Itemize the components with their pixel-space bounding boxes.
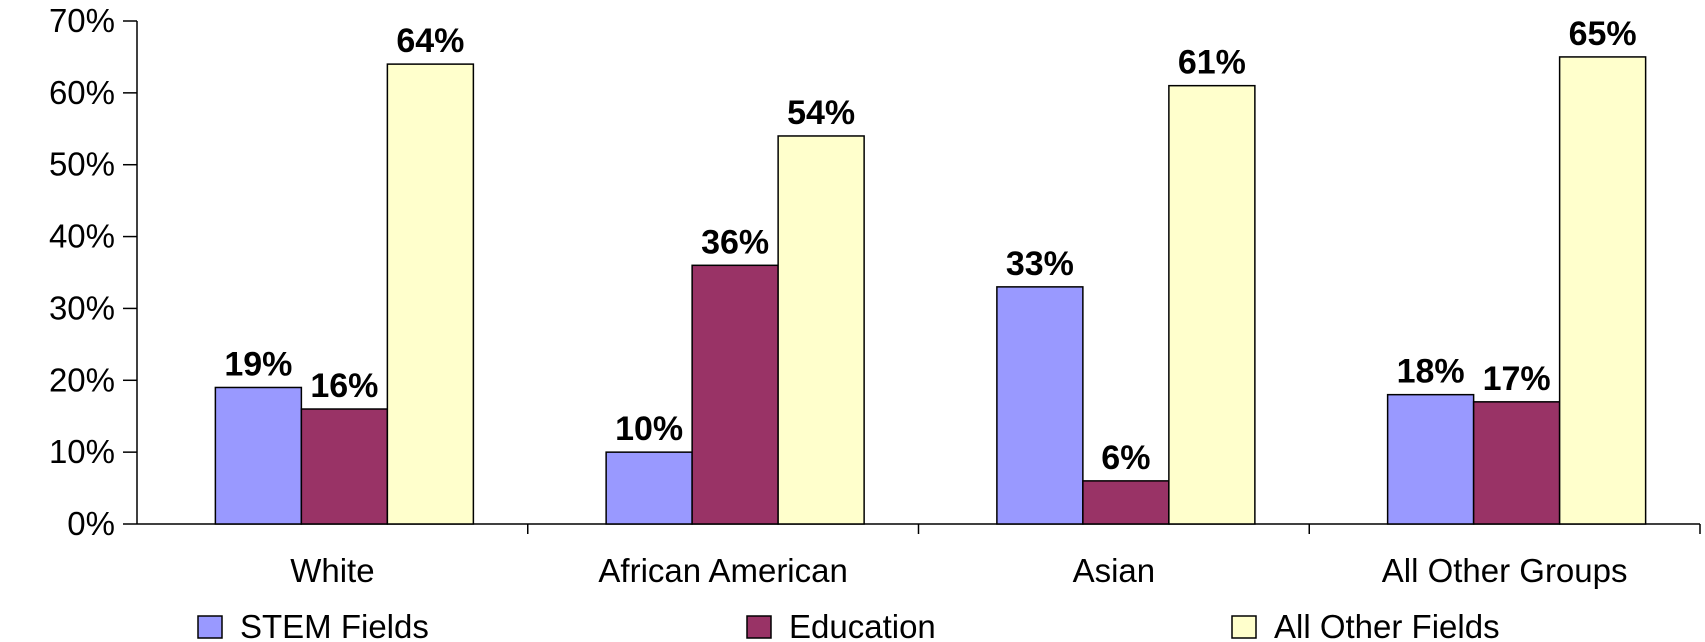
category-label: African American xyxy=(598,552,847,589)
bar-education xyxy=(691,264,779,525)
data-label: 10% xyxy=(615,410,683,448)
bar-education xyxy=(300,408,389,525)
bar-all-other-fields xyxy=(386,63,475,525)
bar-all-other-fields xyxy=(777,135,865,525)
bar-stem-fields xyxy=(214,386,303,525)
data-label: 18% xyxy=(1397,353,1465,391)
legend-label: All Other Fields xyxy=(1274,608,1500,642)
legend-label: STEM Fields xyxy=(240,608,429,642)
bar-education xyxy=(1472,401,1561,525)
data-label: 16% xyxy=(310,367,378,405)
data-label: 17% xyxy=(1483,360,1551,398)
data-label: 19% xyxy=(224,345,292,383)
bar-stem-fields xyxy=(605,451,693,525)
legend-swatch-stem-fields xyxy=(197,615,223,639)
bar-education xyxy=(1082,480,1170,525)
bar-stem-fields xyxy=(1386,393,1475,525)
data-label: 64% xyxy=(396,22,464,60)
y-tick-label: 0% xyxy=(67,505,115,542)
data-label: 6% xyxy=(1101,439,1150,477)
y-tick-label: 30% xyxy=(49,289,115,326)
data-label: 36% xyxy=(701,223,769,261)
category-label: Asian xyxy=(1073,552,1156,589)
bar-all-other-fields xyxy=(1168,84,1256,525)
y-tick-label: 20% xyxy=(49,361,115,398)
y-tick-label: 40% xyxy=(49,218,115,255)
legend-label: Education xyxy=(789,608,936,642)
y-tick-label: 50% xyxy=(49,146,115,183)
data-label: 33% xyxy=(1006,245,1074,283)
bar-all-other-fields xyxy=(1558,56,1647,525)
category-label: White xyxy=(290,552,374,589)
data-label: 65% xyxy=(1569,15,1637,53)
y-tick-label: 70% xyxy=(49,2,115,39)
legend-swatch-all-other-fields xyxy=(1231,615,1257,639)
data-label: 61% xyxy=(1178,44,1246,82)
y-tick-label: 60% xyxy=(49,74,115,111)
legend-swatch-education xyxy=(746,615,772,639)
data-label: 54% xyxy=(787,94,855,132)
category-label: All Other Groups xyxy=(1382,552,1628,589)
bar-stem-fields xyxy=(996,286,1084,525)
y-tick-label: 10% xyxy=(49,433,115,470)
